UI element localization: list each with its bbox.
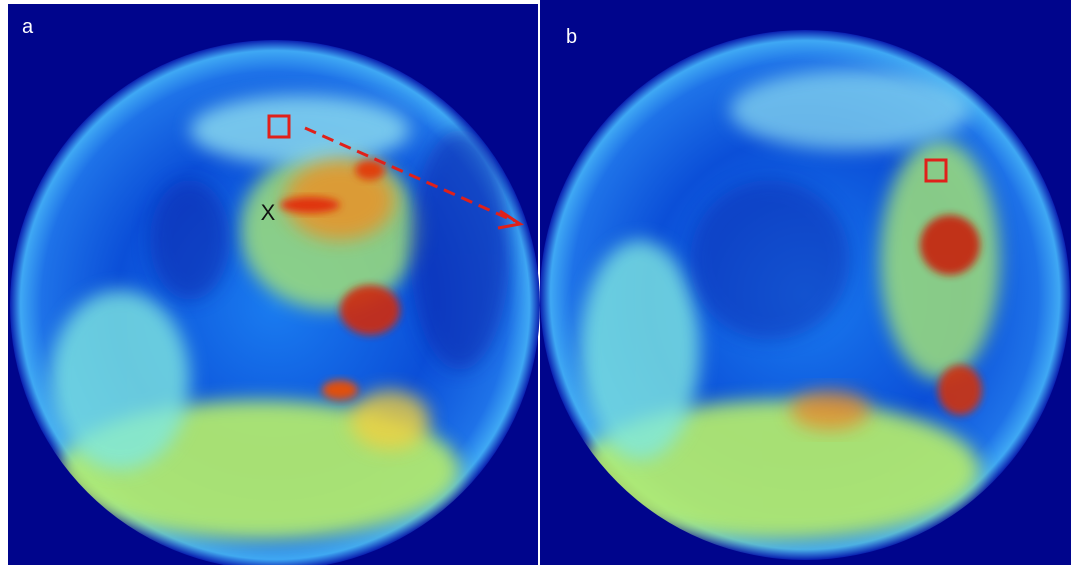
cloud-field (580, 70, 1000, 540)
region-box (924, 158, 948, 183)
region-box (267, 114, 291, 139)
globe-a: X (10, 40, 540, 565)
panel-label: b (566, 26, 577, 48)
cloud-field (50, 95, 510, 540)
trajectory-arrow (304, 126, 515, 223)
globe-b (540, 30, 1070, 560)
position-marker: X (261, 200, 276, 225)
arrow-head (497, 209, 524, 230)
panel-label: a (22, 16, 34, 38)
